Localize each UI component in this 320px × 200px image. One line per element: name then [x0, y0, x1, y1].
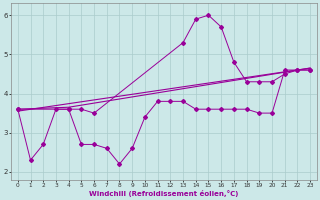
X-axis label: Windchill (Refroidissement éolien,°C): Windchill (Refroidissement éolien,°C) [89, 190, 239, 197]
